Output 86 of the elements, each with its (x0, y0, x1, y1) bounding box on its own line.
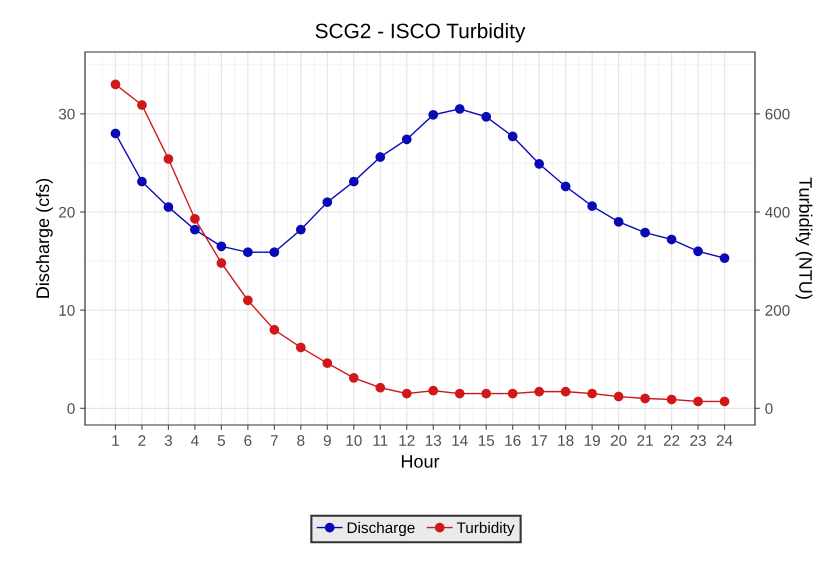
point (243, 247, 253, 258)
x-tick-label: 16 (505, 435, 521, 446)
x-axis-title: Hour (402, 455, 440, 468)
point (640, 228, 650, 238)
x-tick-label: 18 (558, 435, 574, 446)
y2-axis-title: Turbidity (NTU) (796, 178, 812, 299)
point (508, 132, 518, 142)
y-axis-title: Discharge (cfs) (36, 178, 53, 298)
point (190, 224, 200, 235)
point (243, 295, 253, 306)
point (481, 112, 492, 122)
x-tick-label: 2 (138, 435, 146, 446)
y2-tick-label: 0 (765, 403, 773, 414)
x-tick-label: 19 (584, 435, 600, 446)
x-tick-label: 22 (664, 435, 680, 446)
point (375, 382, 386, 393)
point (137, 100, 147, 110)
point (216, 241, 226, 252)
point (402, 134, 412, 144)
point (164, 154, 174, 164)
point (587, 201, 597, 211)
x-tick-label: 10 (346, 435, 362, 446)
point (190, 214, 200, 224)
point (428, 110, 438, 120)
x-tick-label: 11 (374, 435, 388, 446)
point (481, 388, 492, 398)
point (693, 396, 703, 406)
point (428, 386, 438, 396)
y-tick-label: 0 (67, 403, 75, 414)
chart-title: SCG2 - ISCO Turbidity (316, 23, 526, 42)
point (614, 392, 624, 402)
point (640, 394, 650, 404)
x-tick-label: 20 (610, 435, 627, 446)
point (402, 388, 412, 398)
point (216, 258, 226, 268)
legend-label: Discharge (348, 522, 415, 536)
point (587, 388, 597, 398)
point (110, 128, 120, 138)
point (375, 152, 386, 162)
point (269, 247, 280, 258)
point (508, 388, 518, 398)
x-tick-label: 4 (191, 435, 199, 446)
y-tick-label: 20 (59, 206, 75, 218)
point (322, 358, 332, 368)
point (666, 234, 676, 244)
x-tick-label: 21 (637, 435, 653, 446)
x-tick-label: 1 (112, 435, 119, 446)
point (110, 80, 120, 90)
point (666, 394, 676, 404)
point (348, 176, 359, 186)
x-tick-label: 12 (399, 435, 414, 446)
x-tick-label: 23 (690, 435, 706, 446)
point (614, 216, 624, 227)
point (454, 388, 465, 398)
x-tick-label: 6 (244, 435, 252, 446)
point (296, 342, 306, 352)
x-tick-label: 15 (478, 435, 494, 446)
x-tick-label: 8 (297, 435, 304, 446)
point (693, 246, 703, 256)
x-tick-label: 17 (532, 435, 547, 446)
y2-tick-label: 600 (766, 108, 790, 120)
point (560, 386, 571, 396)
x-tick-label: 3 (164, 435, 172, 446)
y2-tick-label: 200 (765, 305, 790, 316)
point (296, 224, 306, 235)
point (322, 197, 332, 208)
point (534, 159, 544, 169)
y2-tick-label: 400 (765, 206, 790, 218)
point (164, 202, 174, 212)
x-tick-label: 7 (270, 435, 278, 446)
point (534, 386, 544, 396)
x-tick-label: 24 (716, 435, 733, 446)
point (454, 104, 465, 114)
x-tick-label: 9 (324, 435, 331, 446)
y-tick-label: 10 (59, 305, 75, 316)
point (720, 396, 730, 406)
x-tick-label: 5 (218, 435, 225, 446)
point (137, 176, 147, 186)
x-tick-label: 14 (452, 435, 468, 446)
point (348, 373, 359, 383)
point (269, 324, 280, 335)
point (720, 253, 730, 263)
point (560, 182, 571, 192)
y-tick-label: 30 (58, 108, 75, 120)
legend-label: Turbidity (456, 522, 515, 536)
x-tick-label: 13 (426, 435, 442, 446)
